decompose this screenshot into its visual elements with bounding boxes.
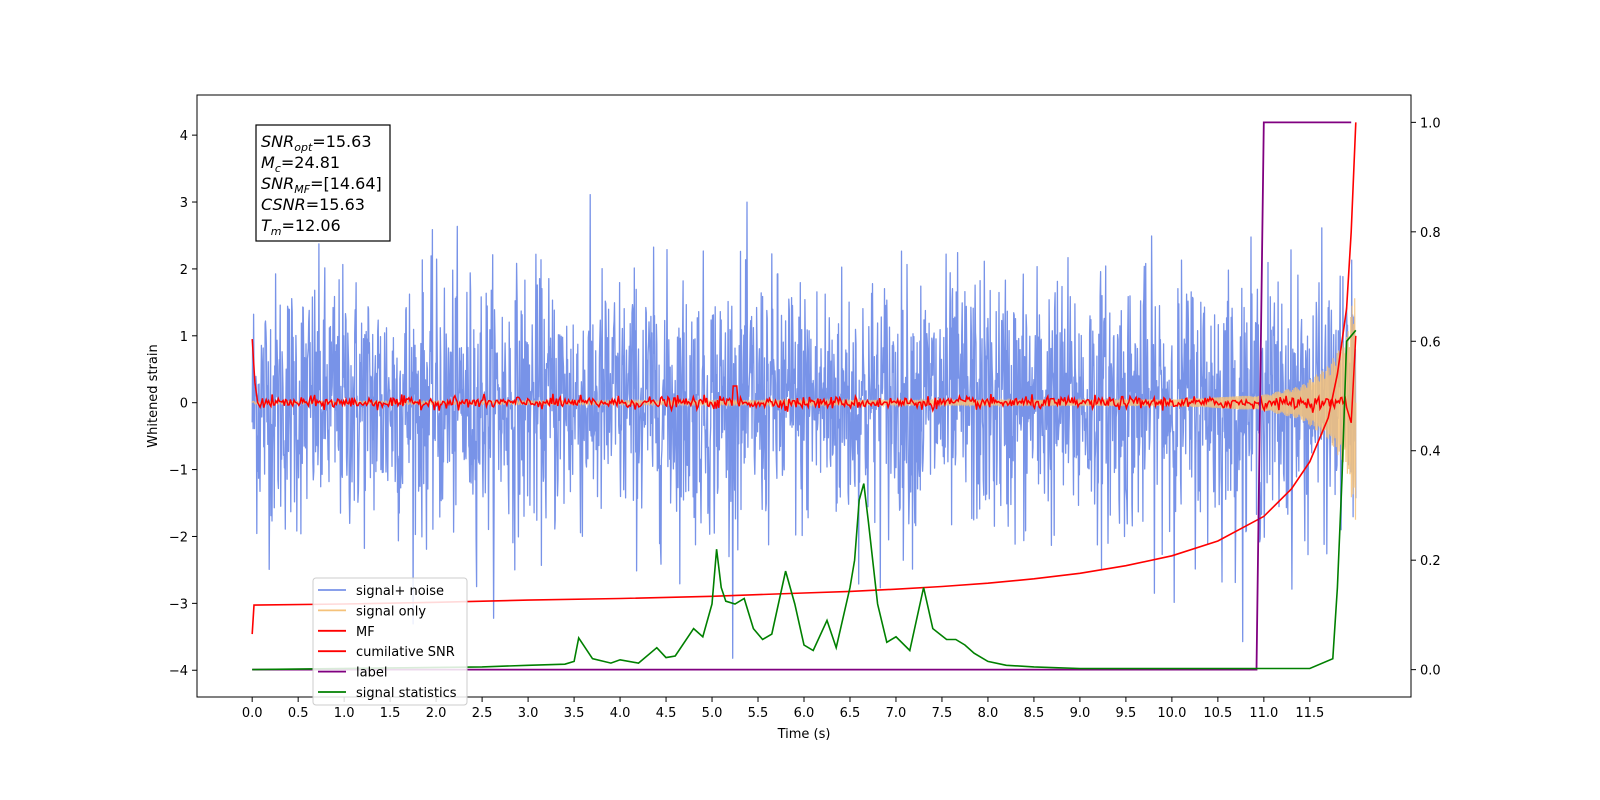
y-right-axis-ticks: 0.0 0.2 0.4 0.6 0.8 1.0 (1411, 116, 1441, 679)
x-tick-label: 6.5 (840, 706, 861, 721)
x-tick-label: 8.0 (978, 706, 999, 721)
legend: signal+ noise signal only MF cumilative SNR… (312, 577, 468, 706)
x-tick-label: 5.0 (702, 706, 723, 721)
x-tick-label: 3.0 (518, 706, 539, 721)
legend-label: signal only (356, 604, 426, 619)
x-tick-label: 3.5 (564, 706, 585, 721)
y-left-tick-label: −4 (169, 664, 188, 679)
annotation-line: Tm=12.06 (261, 216, 341, 238)
x-tick-label: 2.5 (472, 706, 493, 721)
legend-frame (312, 577, 468, 706)
y-left-tick-label: 4 (180, 129, 188, 144)
x-tick-label: 10.0 (1157, 706, 1186, 721)
legend-label: cumilative SNR (356, 645, 455, 660)
x-tick-label: 9.5 (1116, 706, 1137, 721)
y-right-tick-label: 1.0 (1420, 116, 1441, 131)
y-left-tick-label: 1 (180, 330, 188, 345)
x-tick-label: 8.5 (1024, 706, 1045, 721)
annotation-line: SNRMF=[14.64] (261, 174, 382, 196)
legend-label: signal+ noise (356, 584, 444, 599)
x-tick-label: 4.5 (656, 706, 677, 721)
y-left-tick-label: −2 (169, 530, 188, 545)
x-tick-label: 0.5 (288, 706, 309, 721)
y-right-tick-label: 0.0 (1420, 664, 1441, 679)
annotation-line: CSNR=15.63 (261, 195, 365, 214)
x-tick-label: 5.5 (748, 706, 769, 721)
y-left-tick-label: −3 (169, 597, 188, 612)
y-left-tick-label: 0 (180, 397, 188, 412)
y-right-tick-label: 0.8 (1420, 226, 1441, 241)
x-tick-label: 10.5 (1203, 706, 1232, 721)
x-tick-label: 7.5 (932, 706, 953, 721)
y-right-tick-label: 0.4 (1420, 445, 1441, 460)
y-right-tick-label: 0.6 (1420, 335, 1441, 350)
info-annotation-box: SNRopt=15.63Mc=24.81SNRMF=[14.64]CSNR=15… (255, 124, 391, 242)
x-tick-label: 0.0 (242, 706, 263, 721)
series-mf (251, 335, 1357, 424)
annotation-line: Mc=24.81 (261, 153, 340, 175)
y-right-tick-label: 0.2 (1420, 554, 1441, 569)
legend-label: label (356, 666, 387, 681)
y-left-tick-label: 2 (180, 263, 188, 278)
y-left-tick-label: −1 (169, 464, 188, 479)
x-tick-label: 9.0 (1070, 706, 1091, 721)
y-left-axis-ticks: −4 −3 −2 −1 0 1 2 3 4 (169, 129, 197, 679)
x-tick-label: 1.0 (334, 706, 355, 721)
x-tick-label: 1.5 (380, 706, 401, 721)
series-label (252, 121, 1352, 671)
annotation-frame (255, 124, 391, 242)
series-signal-statistics (252, 329, 1357, 671)
y-left-axis-label: Whitened strain (146, 344, 161, 447)
x-axis-label: Time (s) (777, 727, 831, 742)
x-axis-ticks: 0.0 0.5 1.0 1.5 2.0 2.5 3.0 3.5 4.0 4.5 5.0 5.5 6.0 6… (242, 697, 1324, 721)
x-tick-label: 4.0 (610, 706, 631, 721)
x-tick-label: 2.0 (426, 706, 447, 721)
x-tick-label: 11.5 (1295, 706, 1324, 721)
y-left-tick-label: 3 (180, 196, 188, 211)
legend-label: signal statistics (356, 686, 457, 701)
annotation-line: SNRopt=15.63 (261, 132, 372, 154)
x-tick-label: 11.0 (1249, 706, 1278, 721)
x-tick-label: 7.0 (886, 706, 907, 721)
x-tick-label: 6.0 (794, 706, 815, 721)
series-layer (251, 121, 1357, 671)
series-signal-plus-noise (251, 193, 1357, 659)
legend-label: MF (356, 625, 375, 640)
series-cumulative-snr (251, 122, 1357, 635)
